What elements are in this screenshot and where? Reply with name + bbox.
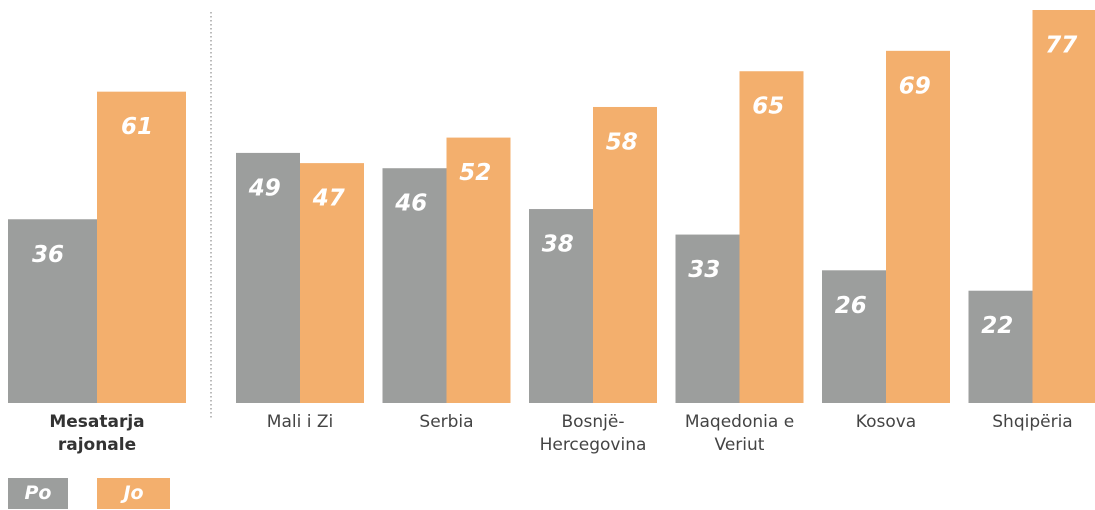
bar <box>968 290 1033 403</box>
bar <box>886 50 950 403</box>
bar <box>446 137 511 403</box>
value-label: 69 <box>899 73 931 99</box>
bar <box>236 152 300 403</box>
value-label: 58 <box>606 129 638 155</box>
value-label: 22 <box>981 313 1013 339</box>
bar <box>300 163 364 403</box>
value-label: 52 <box>459 160 491 186</box>
bar <box>593 106 657 403</box>
x-tick-label: Bosnjë-Hercegovina <box>539 412 647 455</box>
legend-item: Jo <box>97 478 170 509</box>
value-label: 26 <box>835 293 867 319</box>
x-tick-label: Mesatarja rajonale <box>49 412 145 455</box>
bar <box>675 234 740 403</box>
bar <box>8 219 97 403</box>
bar <box>382 168 447 403</box>
value-label: 33 <box>688 257 720 283</box>
bar <box>97 91 186 403</box>
value-label: 65 <box>752 94 784 120</box>
x-tick-label: Maqedonia e Veriut <box>684 412 795 455</box>
value-label: 36 <box>32 242 64 268</box>
x-tick-label: Shqipëria <box>992 412 1073 432</box>
value-label: 46 <box>394 191 427 217</box>
legend-item: Po <box>8 478 68 509</box>
value-label: 61 <box>121 114 153 140</box>
value-label: 49 <box>248 175 281 201</box>
x-tick-label: Serbia <box>419 412 474 432</box>
x-tick-label: Kosova <box>855 412 917 432</box>
bar <box>1032 10 1095 403</box>
bar <box>529 209 593 403</box>
x-tick-label: Mali i Zi <box>266 412 334 432</box>
value-label: 38 <box>542 232 574 258</box>
bar <box>822 270 886 403</box>
value-label: 77 <box>1045 33 1077 59</box>
bar <box>739 71 804 403</box>
value-label: 47 <box>312 186 345 212</box>
